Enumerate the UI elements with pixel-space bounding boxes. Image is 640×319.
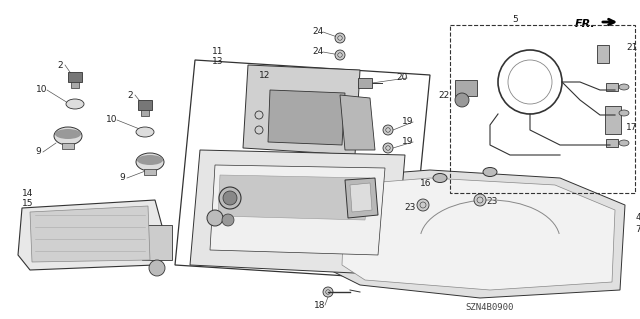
Bar bbox=[450, 25, 635, 193]
Ellipse shape bbox=[619, 140, 629, 146]
Polygon shape bbox=[350, 183, 372, 212]
Text: 1: 1 bbox=[247, 189, 253, 197]
Circle shape bbox=[207, 210, 223, 226]
Polygon shape bbox=[342, 178, 615, 290]
Text: 16: 16 bbox=[420, 179, 432, 188]
Polygon shape bbox=[218, 175, 370, 220]
Circle shape bbox=[219, 187, 241, 209]
Polygon shape bbox=[345, 178, 378, 218]
Text: 17: 17 bbox=[627, 123, 637, 132]
Circle shape bbox=[149, 260, 165, 276]
Text: 10: 10 bbox=[106, 115, 118, 124]
Text: 2: 2 bbox=[127, 91, 133, 100]
Polygon shape bbox=[190, 150, 405, 275]
Text: 15: 15 bbox=[22, 199, 34, 209]
Text: 12: 12 bbox=[259, 70, 271, 79]
Polygon shape bbox=[30, 206, 150, 262]
Circle shape bbox=[474, 194, 486, 206]
Polygon shape bbox=[210, 165, 385, 255]
Circle shape bbox=[323, 287, 333, 297]
Circle shape bbox=[335, 50, 345, 60]
Ellipse shape bbox=[136, 127, 154, 137]
Text: 4: 4 bbox=[635, 213, 640, 222]
Bar bbox=[606, 139, 618, 147]
Bar bbox=[71, 82, 79, 88]
Polygon shape bbox=[268, 90, 345, 145]
Ellipse shape bbox=[483, 167, 497, 176]
Text: 2: 2 bbox=[57, 61, 63, 70]
Circle shape bbox=[222, 214, 234, 226]
Text: SZN4B0900: SZN4B0900 bbox=[466, 303, 514, 313]
Ellipse shape bbox=[54, 127, 82, 145]
Text: 23: 23 bbox=[404, 204, 416, 212]
Bar bbox=[142, 225, 172, 260]
Text: 13: 13 bbox=[212, 57, 224, 66]
Text: 10: 10 bbox=[36, 85, 48, 94]
Bar bbox=[606, 109, 618, 117]
Text: 9: 9 bbox=[35, 147, 41, 157]
Bar bbox=[605, 106, 621, 134]
Bar bbox=[358, 78, 372, 88]
Ellipse shape bbox=[136, 153, 164, 171]
Text: 24: 24 bbox=[312, 27, 324, 36]
Ellipse shape bbox=[55, 129, 81, 139]
Polygon shape bbox=[243, 65, 360, 155]
Text: 11: 11 bbox=[212, 48, 224, 56]
Text: 20: 20 bbox=[396, 73, 408, 83]
Bar bbox=[144, 169, 156, 175]
Ellipse shape bbox=[137, 155, 163, 165]
Text: 6: 6 bbox=[329, 181, 335, 189]
Bar bbox=[141, 110, 149, 116]
Circle shape bbox=[455, 93, 469, 107]
Text: 9: 9 bbox=[119, 174, 125, 182]
Bar bbox=[597, 45, 609, 63]
Circle shape bbox=[383, 125, 393, 135]
Bar bbox=[606, 83, 618, 91]
Text: FR.: FR. bbox=[575, 19, 596, 29]
Circle shape bbox=[335, 33, 345, 43]
Text: 7: 7 bbox=[635, 226, 640, 234]
Circle shape bbox=[223, 191, 237, 205]
Text: 3: 3 bbox=[227, 220, 233, 229]
Circle shape bbox=[417, 199, 429, 211]
Bar bbox=[68, 72, 82, 82]
Circle shape bbox=[383, 143, 393, 153]
Ellipse shape bbox=[66, 99, 84, 109]
Ellipse shape bbox=[433, 174, 447, 182]
Text: 24: 24 bbox=[312, 48, 324, 56]
Text: 19: 19 bbox=[403, 137, 413, 146]
Text: 23: 23 bbox=[486, 197, 498, 206]
Bar bbox=[138, 100, 152, 110]
Bar bbox=[455, 80, 477, 96]
Text: 22: 22 bbox=[438, 91, 450, 100]
Ellipse shape bbox=[619, 110, 629, 116]
Text: 21: 21 bbox=[627, 43, 637, 53]
Ellipse shape bbox=[619, 84, 629, 90]
Polygon shape bbox=[18, 200, 168, 270]
Text: 14: 14 bbox=[22, 189, 34, 198]
Text: 18: 18 bbox=[314, 300, 326, 309]
Bar bbox=[62, 143, 74, 149]
Polygon shape bbox=[330, 170, 625, 298]
Text: 5: 5 bbox=[512, 16, 518, 25]
Polygon shape bbox=[340, 95, 375, 150]
Text: 19: 19 bbox=[403, 117, 413, 127]
Text: 8: 8 bbox=[329, 194, 335, 203]
